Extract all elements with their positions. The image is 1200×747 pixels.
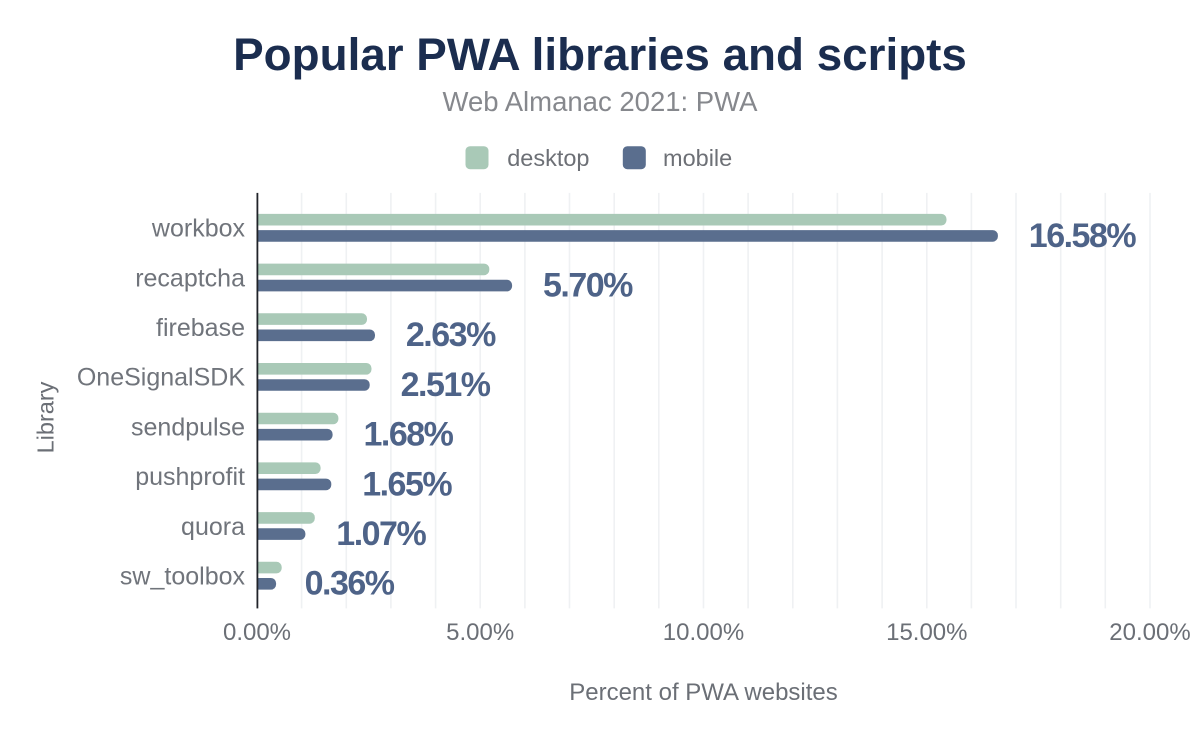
svg-text:OneSignalSDK: OneSignalSDK (77, 364, 245, 392)
svg-text:10.00%: 10.00% (663, 619, 744, 646)
svg-text:20.00%: 20.00% (1109, 619, 1190, 646)
svg-text:Web Almanac 2021: PWA: Web Almanac 2021: PWA (443, 86, 759, 117)
svg-text:2.63%: 2.63% (406, 316, 496, 354)
svg-text:Library: Library (32, 381, 58, 453)
svg-text:Percent of PWA websites: Percent of PWA websites (569, 679, 838, 706)
svg-text:recaptcha: recaptcha (135, 264, 245, 292)
svg-text:sendpulse: sendpulse (131, 413, 245, 441)
svg-text:1.65%: 1.65% (362, 465, 452, 503)
svg-text:quora: quora (181, 513, 245, 541)
svg-text:pushprofit: pushprofit (135, 463, 245, 491)
svg-text:mobile: mobile (663, 145, 732, 171)
svg-text:1.68%: 1.68% (364, 416, 454, 454)
svg-text:5.00%: 5.00% (446, 619, 514, 646)
svg-text:16.58%: 16.58% (1029, 217, 1137, 255)
svg-text:2.51%: 2.51% (401, 366, 491, 404)
svg-text:sw_toolbox: sw_toolbox (120, 563, 246, 591)
svg-text:5.70%: 5.70% (543, 267, 633, 305)
svg-text:15.00%: 15.00% (886, 619, 967, 646)
svg-text:firebase: firebase (156, 314, 245, 342)
svg-text:desktop: desktop (507, 145, 589, 171)
svg-text:0.00%: 0.00% (223, 619, 291, 646)
svg-text:Popular PWA libraries and scri: Popular PWA libraries and scripts (233, 29, 967, 80)
svg-text:0.36%: 0.36% (305, 565, 395, 603)
svg-text:workbox: workbox (151, 215, 246, 243)
svg-text:1.07%: 1.07% (336, 515, 426, 553)
